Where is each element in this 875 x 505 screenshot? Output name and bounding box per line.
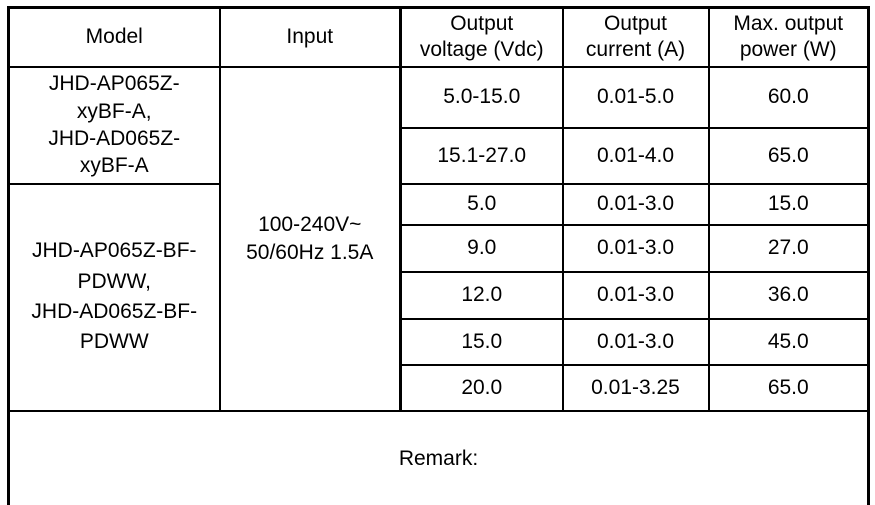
model-group-2-cell: JHD-AP065Z-BF- PDWW, JHD-AD065Z-BF- PDWW (7, 182, 221, 412)
voltage-cell: 5.0-15.0 (399, 65, 564, 129)
power-cell: 36.0 (707, 270, 870, 320)
current-cell: 0.01-4.0 (561, 126, 710, 185)
power-cell: 65.0 (707, 363, 870, 412)
remark-row: Remark: “AP” in the model no. mean direc… (7, 409, 870, 505)
voltage-cell: 5.0 (399, 182, 564, 226)
model-group-1-cell: JHD-AP065Z- xyBF-A, JHD-AD065Z- xyBF-A (7, 65, 221, 185)
col-header-max-output-power: Max. output power (W) (707, 6, 870, 68)
table-row: 15.1-27.0 0.01-4.0 65.0 (9, 126, 870, 185)
voltage-cell: 12.0 (399, 270, 564, 320)
power-cell: 15.0 (707, 182, 870, 226)
col-header-output-current: Output current (A) (561, 6, 710, 68)
voltage-cell: 15.1-27.0 (399, 126, 564, 185)
remark-cell: Remark: “AP” in the model no. mean direc… (7, 409, 870, 505)
col-header-output-voltage: Output voltage (Vdc) (399, 6, 564, 68)
power-cell: 27.0 (707, 223, 870, 273)
power-cell: 60.0 (707, 65, 870, 129)
input-spec-cell: 100-240V~ 50/60Hz 1.5A (218, 65, 402, 412)
col-header-input: Input (218, 6, 402, 68)
voltage-cell: 9.0 (399, 223, 564, 273)
col-header-model: Model (7, 6, 221, 68)
table-row: 9.0 0.01-3.0 27.0 (9, 223, 870, 273)
voltage-cell: 15.0 (399, 317, 564, 366)
table-row: 20.0 0.01-3.25 65.0 (9, 363, 870, 412)
power-cell: 45.0 (707, 317, 870, 366)
current-cell: 0.01-3.0 (561, 317, 710, 366)
current-cell: 0.01-5.0 (561, 65, 710, 129)
current-cell: 0.01-3.0 (561, 182, 710, 226)
header-row: Model Input Output voltage (Vdc) Output … (7, 6, 870, 68)
voltage-cell: 20.0 (399, 363, 564, 412)
table-row: 12.0 0.01-3.0 36.0 (9, 270, 870, 320)
current-cell: 0.01-3.0 (561, 270, 710, 320)
current-cell: 0.01-3.0 (561, 223, 710, 273)
table-row: JHD-AP065Z-BF- PDWW, JHD-AD065Z-BF- PDWW… (7, 182, 870, 412)
current-cell: 0.01-3.25 (561, 363, 710, 412)
spec-table: Model Input Output voltage (Vdc) Output … (7, 6, 870, 505)
table-row: 15.0 0.01-3.0 45.0 (9, 317, 870, 366)
power-cell: 65.0 (707, 126, 870, 185)
remark-title: Remark: (398, 447, 479, 471)
table-row: JHD-AP065Z- xyBF-A, JHD-AD065Z- xyBF-A 1… (7, 65, 870, 412)
